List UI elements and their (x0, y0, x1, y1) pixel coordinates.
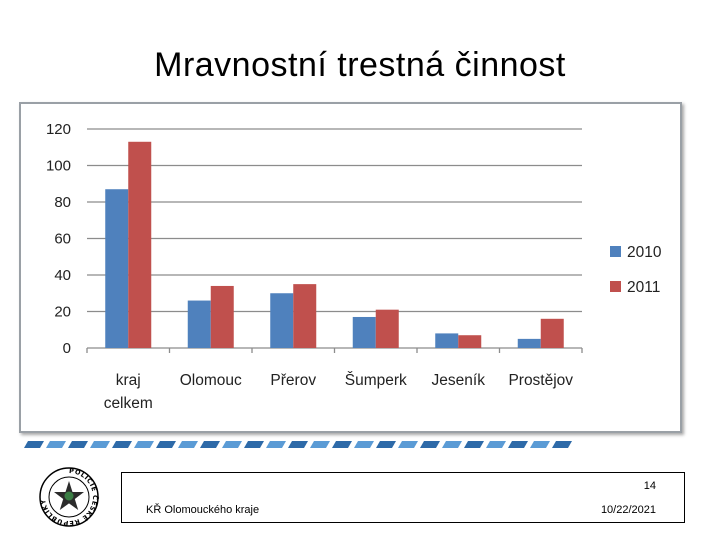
stripe-segment (222, 441, 242, 448)
legend-label: 2011 (627, 279, 660, 296)
x-category-label: Prostějov (508, 372, 573, 389)
stripe-segment (244, 441, 264, 448)
bar-2010 (435, 333, 459, 348)
bar-2011 (210, 285, 234, 348)
y-tick-label: 80 (54, 194, 71, 211)
legend-swatch-2011 (610, 281, 621, 292)
x-category-label: Přerov (270, 372, 316, 389)
logo-outer-ring (39, 467, 99, 527)
bar-2010 (517, 338, 541, 348)
x-category-label: Olomouc (180, 372, 242, 389)
stripe-segment (90, 441, 110, 448)
stripe-segment (332, 441, 352, 448)
stripe-segment (266, 441, 286, 448)
bar-2011 (293, 284, 317, 348)
stripe-segment (288, 441, 308, 448)
y-tick-label: 60 (54, 231, 71, 248)
bar-2010 (352, 316, 376, 348)
police-star-badge-icon (54, 481, 84, 510)
stripe-segment (354, 441, 374, 448)
x-category-label: Jeseník (432, 372, 486, 389)
police-logo: POLICIE ČESKÉ REPUBLIKY (39, 467, 99, 527)
bar-2010 (270, 293, 294, 348)
chart-frame: 0 20 40 60 80 100 120 kraj celkem Olomouc Přerov Šu… (19, 102, 682, 433)
footer-box: 14 KŘ Olomouckého kraje 10/22/2021 (121, 472, 685, 523)
y-tick-label: 40 (54, 267, 71, 284)
page-number: 14 (643, 480, 656, 492)
stripe-segment (398, 441, 418, 448)
y-tick-label: 20 (54, 304, 71, 321)
stripe-segment (310, 441, 330, 448)
stripe-segment (420, 441, 440, 448)
stripe-segment (178, 441, 198, 448)
stripe-segment (24, 441, 44, 448)
stripe-segment (134, 441, 154, 448)
bar-2010 (105, 189, 129, 348)
stripe-segment (508, 441, 528, 448)
stripe-segment (200, 441, 220, 448)
stripe-segment (68, 441, 88, 448)
x-category-label: Šumperk (345, 372, 407, 389)
legend-swatch-2010 (610, 246, 621, 257)
legend-label: 2010 (627, 244, 662, 261)
stripe-segment (112, 441, 132, 448)
stripe-segment (552, 441, 572, 448)
bar-2010 (187, 300, 211, 348)
footer-organization: KŘ Olomouckého kraje (146, 504, 260, 516)
y-tick-label: 0 (63, 340, 71, 357)
stripe-segment (442, 441, 462, 448)
slide-title: Mravnostní trestná činnost (154, 46, 566, 84)
stripe-segment (464, 441, 484, 448)
bar-2011 (458, 335, 482, 348)
x-category-label: celkem (104, 395, 153, 412)
stripe-segment (486, 441, 506, 448)
stripe-segment (156, 441, 176, 448)
footer-date: 10/22/2021 (600, 504, 656, 516)
stripe-segment (530, 441, 550, 448)
decorative-stripe-bar (24, 441, 572, 448)
bar-2011 (540, 318, 564, 348)
bar-2011 (375, 309, 399, 348)
bar-2011 (128, 141, 152, 348)
logo-inner-ring (48, 476, 90, 518)
bar-chart: 0 20 40 60 80 100 120 kraj celkem Olomouc Přerov Šu… (46, 121, 662, 412)
stripe-segment (376, 441, 396, 448)
stripe-segment (46, 441, 66, 448)
x-category-label: kraj (116, 372, 141, 389)
y-tick-label: 100 (46, 158, 71, 175)
y-tick-label: 120 (46, 121, 71, 138)
